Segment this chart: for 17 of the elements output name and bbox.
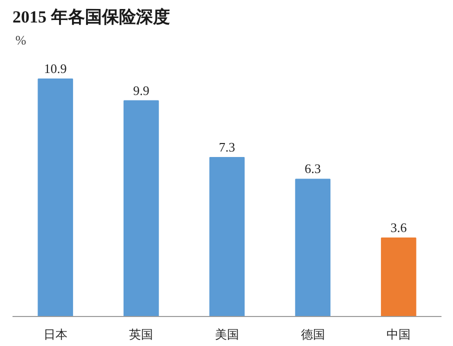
bar xyxy=(380,238,416,316)
x-tick-label: 日本 xyxy=(43,328,68,342)
data-label: 6.3 xyxy=(304,161,321,176)
data-label: 10.9 xyxy=(44,61,67,76)
data-label: 7.3 xyxy=(218,139,236,154)
bar xyxy=(38,78,74,316)
data-label: 3.6 xyxy=(390,220,408,236)
x-tick-label: 德国 xyxy=(300,328,325,342)
x-tick-label: 中国 xyxy=(386,328,411,342)
bar xyxy=(209,156,245,316)
chart-title: 2015 年各国保险深度 xyxy=(12,8,170,26)
bar xyxy=(295,178,330,316)
bar xyxy=(124,100,159,316)
data-label: 9.9 xyxy=(133,82,150,98)
x-tick-label: 美国 xyxy=(215,328,239,342)
y-axis-title: % xyxy=(15,32,26,48)
x-tick-label: 英国 xyxy=(129,328,154,342)
